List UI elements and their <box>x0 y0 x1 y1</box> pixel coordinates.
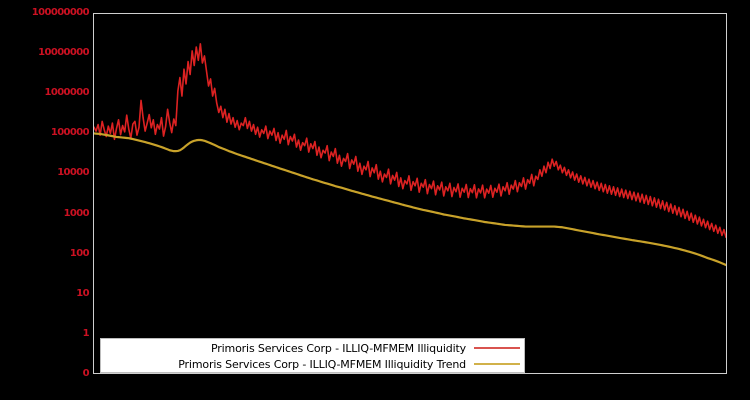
y-axis-tick-labels: 100000000 10000000 1000000 100000 10000 1000 1… <box>0 0 90 400</box>
y-axis-tick-label: 10000 <box>57 167 89 179</box>
plot-area <box>93 13 727 374</box>
legend-label-illiquidity: Primoris Services Corp - ILLIQ-MFMEM Ill… <box>210 341 466 355</box>
legend-swatch-illiquidity-icon <box>474 347 520 349</box>
y-axis-tick-label: 100 <box>69 247 90 259</box>
series-line-illiquidity-trend <box>94 132 726 267</box>
y-axis-tick-label: 1000 <box>63 207 90 219</box>
y-axis-tick-label: 1000000 <box>44 87 89 99</box>
y-axis-tick-label: 0 <box>82 367 90 379</box>
y-axis-tick-label: 1 <box>82 327 90 339</box>
y-axis-tick-label: 100000 <box>50 127 90 139</box>
y-axis-tick-label: 10 <box>76 287 89 299</box>
chart-legend: Primoris Services Corp - ILLIQ-MFMEM Ill… <box>100 338 525 373</box>
y-axis-tick-label: 100000000 <box>31 7 90 18</box>
legend-entry-illiquidity: Primoris Services Corp - ILLIQ-MFMEM Ill… <box>101 340 524 356</box>
legend-label-illiquidity-trend: Primoris Services Corp - ILLIQ-MFMEM Ill… <box>178 357 466 371</box>
series-line-illiquidity <box>94 43 726 239</box>
legend-entry-illiquidity-trend: Primoris Services Corp - ILLIQ-MFMEM Ill… <box>101 356 524 372</box>
y-axis-tick-label: 10000000 <box>38 47 89 59</box>
legend-swatch-illiquidity-trend-icon <box>474 363 520 365</box>
plot-svg <box>94 43 726 267</box>
